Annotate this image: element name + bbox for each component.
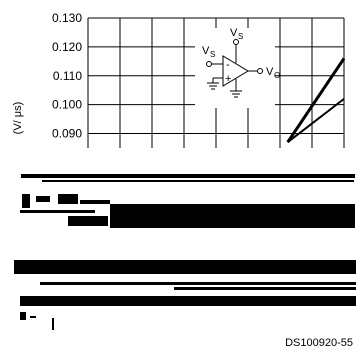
inset-op-amp-schematic: - + V S V S V O [195,27,280,108]
artifact-bar-5 [14,260,356,274]
artifact-bar-3 [110,204,355,228]
corrupted-region [14,174,356,330]
artifact-block-6 [20,312,26,320]
chart-series [286,57,346,144]
y-tick-label: 0.090 [52,127,82,141]
artifact-bar-7 [174,287,356,290]
vo-label: V [266,66,274,78]
output-terminal [257,68,263,74]
y-tick-label: 0.130 [52,11,82,25]
vo-subscript: O [274,71,280,80]
y-tick-label: 0.100 [52,98,82,112]
input-vs-terminal [206,61,212,67]
blank-band [0,148,356,170]
artifact-block-8 [52,318,54,330]
artifact-bar-2 [42,180,354,182]
artifact-block-1 [22,194,30,208]
vs-left-subscript: S [210,50,215,59]
artifact-bar-4 [20,210,95,213]
artifact-bar-1 [21,174,355,178]
y-tick-label: 0.120 [52,40,82,54]
vs-left-label: V [202,45,210,57]
series-line-2 [287,98,345,144]
artifact-block-7 [30,316,36,318]
artifact-block-3 [58,194,78,204]
plus-sign: + [225,73,231,85]
artifact-block-5 [68,216,108,226]
figure-code: DS100920-55 [285,337,353,349]
y-axis-label: (V/ μs) [12,102,24,135]
op-amp-triangle [222,55,249,87]
y-tick-labels: 0.130 0.120 0.110 0.100 0.090 [52,11,82,141]
y-tick-label: 0.110 [53,69,82,83]
artifact-block-4 [80,200,110,204]
supply-top-terminal [233,39,239,45]
vs-top-subscript: S [238,32,243,41]
artifact-bar-6 [40,282,356,285]
artifact-block-2 [36,196,50,202]
series-line-1 [286,57,346,144]
vs-top-label: V [230,27,238,39]
artifact-bar-8 [20,296,356,306]
minus-sign: - [226,59,230,71]
